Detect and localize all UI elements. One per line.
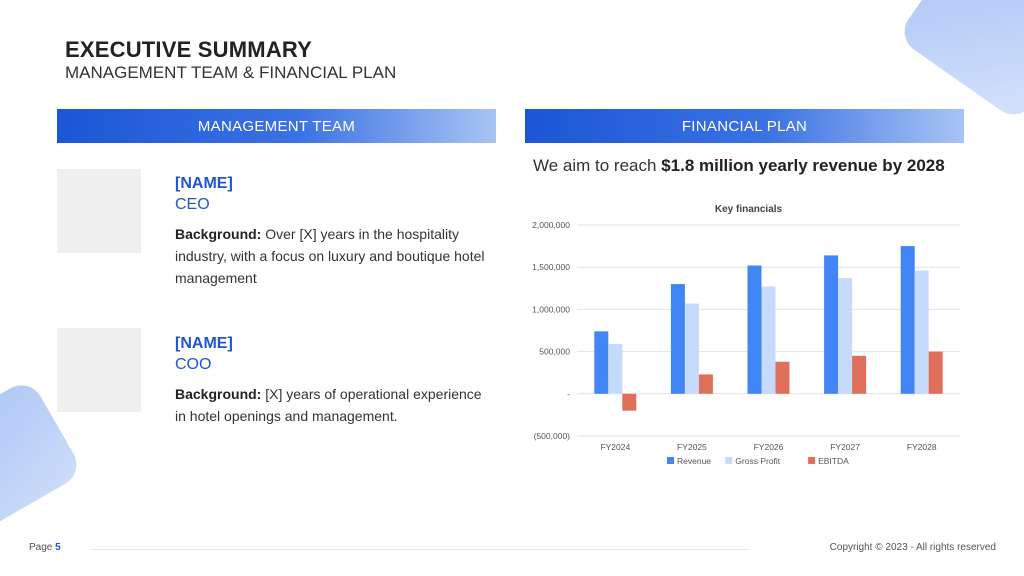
revenue-goal-statement: We aim to reach $1.8 million yearly reve… (533, 156, 945, 176)
legend-entry: Revenue (677, 456, 711, 466)
x-tick-label: FY2028 (907, 442, 937, 452)
legend-entry: Gross Profit (735, 456, 781, 466)
legend-swatch (725, 457, 733, 464)
background-text: [X] years of operational experience in h… (175, 386, 482, 424)
footer-divider (90, 549, 750, 550)
bar-revenue (594, 331, 609, 394)
decorative-shape-top-right (896, 0, 1024, 124)
x-tick-label: FY2024 (600, 442, 630, 452)
legend-swatch (667, 457, 674, 464)
bar-gross-profit (684, 303, 699, 394)
page-indicator: Page 5 (29, 542, 61, 553)
y-tick-label: 1,500,000 (532, 262, 570, 272)
page-number: 5 (55, 542, 61, 553)
y-tick-label: 2,000,000 (532, 220, 570, 230)
background-label: Background: (175, 226, 262, 242)
bar-ebitda (698, 374, 713, 394)
bar-ebitda (775, 361, 790, 394)
legend-entry: EBITDA (818, 456, 849, 466)
page-label: Page (29, 542, 53, 553)
member-role: CEO (175, 196, 210, 213)
x-tick-label: FY2026 (754, 442, 784, 452)
x-tick-label: FY2027 (830, 442, 860, 452)
chart-title: Key financials (715, 204, 783, 215)
bar-ebitda (928, 351, 943, 394)
copyright-text: Copyright © 2023 - All rights reserved (829, 542, 996, 553)
y-tick-label: - (567, 389, 570, 399)
bar-revenue (900, 246, 915, 394)
member-name: [NAME] (175, 175, 233, 192)
bar-gross-profit (914, 270, 929, 394)
member-background: Background: Over [X] years in the hospit… (175, 223, 485, 289)
legend-swatch (808, 457, 816, 464)
bar-revenue (747, 265, 762, 394)
bar-ebitda (852, 355, 867, 394)
page-title: EXECUTIVE SUMMARY (65, 37, 313, 62)
revenue-goal-highlight: $1.8 million yearly revenue by 2028 (661, 156, 945, 175)
x-tick-label: FY2025 (677, 442, 707, 452)
financial-plan-header: FINANCIAL PLAN (525, 109, 964, 143)
bar-revenue (670, 284, 685, 394)
key-financials-chart: Key financials 2,000,000 1,500,000 1,000,00… (532, 204, 960, 466)
member-photo-placeholder (57, 328, 141, 412)
member-role: COO (175, 356, 212, 373)
member-name: [NAME] (175, 335, 233, 352)
y-tick-label: 500,000 (539, 347, 570, 357)
member-background: Background: [X] years of operational exp… (175, 383, 485, 427)
bar-gross-profit (761, 286, 776, 394)
bar-gross-profit (838, 278, 853, 394)
bar-revenue (824, 255, 839, 394)
y-tick-label: 1,000,000 (532, 304, 570, 314)
page-subtitle: MANAGEMENT TEAM & FINANCIAL PLAN (65, 63, 397, 82)
member-photo-placeholder (57, 169, 141, 253)
bar-ebitda (622, 393, 637, 411)
y-tick-label: (500,000) (534, 431, 571, 441)
background-label: Background: (175, 386, 262, 402)
management-team-header: MANAGEMENT TEAM (57, 109, 496, 143)
background-text: Over [X] years in the hospitality indust… (175, 226, 485, 286)
revenue-goal-prefix: We aim to reach (533, 156, 662, 175)
bar-gross-profit (608, 344, 623, 394)
